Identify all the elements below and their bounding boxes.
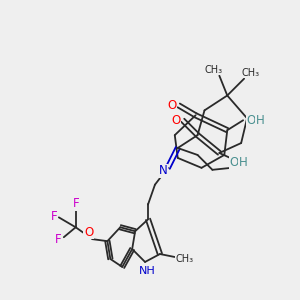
Text: O: O bbox=[171, 114, 180, 127]
Text: F: F bbox=[72, 197, 79, 210]
Text: O: O bbox=[167, 99, 176, 112]
Text: O: O bbox=[246, 114, 256, 127]
Text: F: F bbox=[51, 210, 57, 223]
Text: O: O bbox=[84, 226, 93, 239]
Text: N: N bbox=[158, 164, 167, 177]
Text: CH₃: CH₃ bbox=[176, 254, 194, 264]
Text: F: F bbox=[55, 233, 61, 246]
Text: CH₃: CH₃ bbox=[204, 65, 223, 75]
Text: CH₃: CH₃ bbox=[241, 68, 259, 78]
Text: H: H bbox=[256, 114, 264, 127]
Text: H: H bbox=[239, 156, 248, 170]
Text: NH: NH bbox=[139, 266, 155, 276]
Text: O: O bbox=[230, 156, 239, 170]
